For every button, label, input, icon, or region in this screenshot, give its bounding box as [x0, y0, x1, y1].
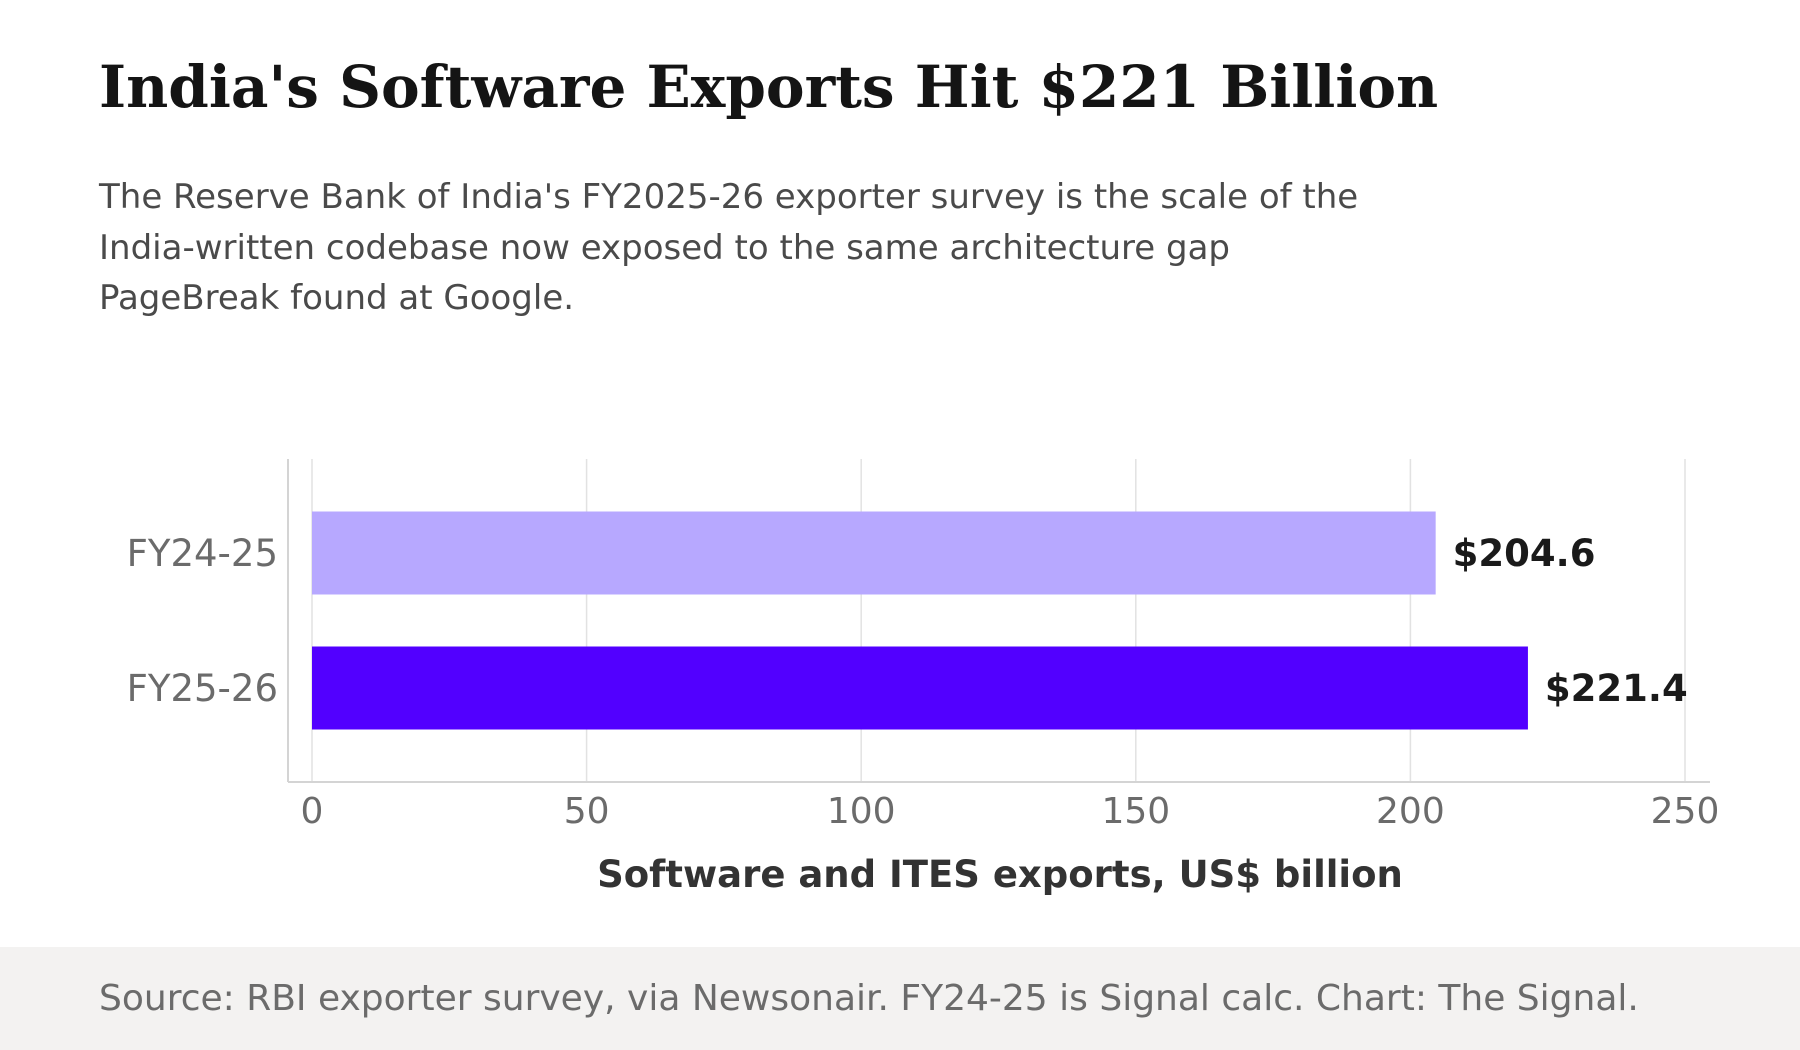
bar-value-label: $204.6: [1453, 532, 1596, 575]
x-tick-label: 250: [1651, 791, 1720, 832]
chart-subtitle: The Reserve Bank of India's FY2025-26 ex…: [99, 177, 1359, 318]
y-category-label: FY25-26: [127, 667, 278, 710]
bars: [312, 511, 1528, 730]
x-tick-label: 150: [1101, 791, 1170, 832]
tick-labels: 0 50 100 150 200 250 FY24-25 FY25-26: [127, 532, 1720, 832]
bar-fy25-26: [312, 646, 1528, 730]
x-tick-label: 0: [301, 791, 324, 832]
x-tick-label: 200: [1376, 791, 1445, 832]
x-tick-label: 50: [564, 791, 610, 832]
chart-title: India's Software Exports Hit $221 Billio…: [99, 53, 1439, 121]
source-note: Source: RBI exporter survey, via Newsona…: [99, 978, 1639, 1019]
x-tick-label: 100: [827, 791, 896, 832]
bar-value-label: $221.4: [1545, 667, 1688, 710]
value-labels: $204.6 $221.4: [1453, 532, 1688, 710]
y-category-label: FY24-25: [127, 532, 278, 575]
bar-fy24-25: [312, 511, 1436, 595]
x-axis-label: Software and ITES exports, US$ billion: [597, 853, 1403, 896]
gridlines: [311, 459, 1686, 782]
bar-chart: $204.6 $221.4 0 50 100 150 200 250 FY24-25 FY25-…: [127, 459, 1720, 896]
footer: Source: RBI exporter survey, via Newsona…: [0, 947, 1800, 1050]
chart-axes: [287, 459, 1710, 783]
